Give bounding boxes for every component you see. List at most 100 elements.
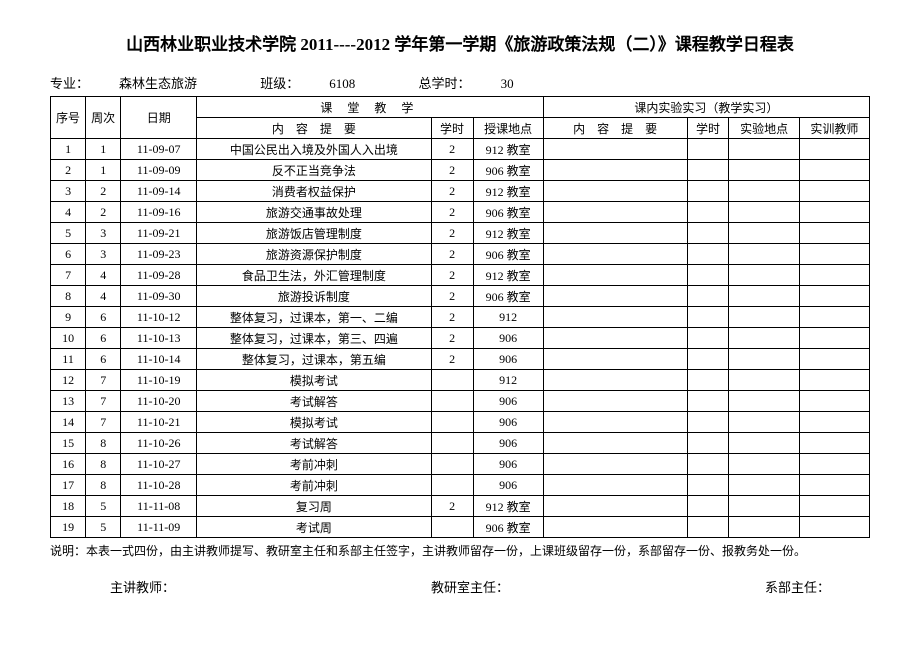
table-cell bbox=[543, 475, 687, 496]
table-row: 8411-09-30旅游投诉制度2906 教室 bbox=[51, 286, 870, 307]
table-cell: 6 bbox=[86, 349, 121, 370]
table-cell bbox=[729, 160, 799, 181]
table-cell bbox=[431, 433, 473, 454]
table-cell bbox=[687, 328, 729, 349]
table-cell: 2 bbox=[431, 286, 473, 307]
table-cell bbox=[543, 349, 687, 370]
table-cell: 2 bbox=[86, 202, 121, 223]
table-cell: 912 教室 bbox=[473, 265, 543, 286]
table-cell bbox=[729, 412, 799, 433]
table-cell bbox=[729, 139, 799, 160]
table-cell: 考试解答 bbox=[197, 433, 431, 454]
table-cell: 旅游交通事故处理 bbox=[197, 202, 431, 223]
table-cell: 912 教室 bbox=[473, 496, 543, 517]
table-cell: 13 bbox=[51, 391, 86, 412]
table-cell bbox=[729, 517, 799, 538]
page-title: 山西林业职业技术学院 2011----2012 学年第一学期《旅游政策法规（二）… bbox=[50, 30, 870, 55]
table-cell bbox=[543, 286, 687, 307]
header-place: 授课地点 bbox=[473, 118, 543, 139]
table-row: 12711-10-19模拟考试912 bbox=[51, 370, 870, 391]
table-cell bbox=[543, 181, 687, 202]
table-cell: 2 bbox=[431, 244, 473, 265]
table-cell: 11-09-07 bbox=[121, 139, 197, 160]
table-cell: 10 bbox=[51, 328, 86, 349]
table-cell bbox=[687, 433, 729, 454]
table-cell bbox=[687, 160, 729, 181]
table-cell: 11-09-09 bbox=[121, 160, 197, 181]
table-cell: 912 教室 bbox=[473, 223, 543, 244]
table-cell bbox=[799, 265, 869, 286]
table-cell bbox=[543, 328, 687, 349]
table-cell bbox=[799, 433, 869, 454]
table-cell: 11-10-21 bbox=[121, 412, 197, 433]
hours-value: 30 bbox=[501, 76, 514, 91]
table-cell bbox=[687, 370, 729, 391]
table-cell: 2 bbox=[431, 307, 473, 328]
table-cell: 11-10-20 bbox=[121, 391, 197, 412]
table-cell bbox=[729, 328, 799, 349]
sign-office: 教研室主任： bbox=[431, 577, 509, 596]
meta-row: 专业：森林生态旅游 班级：6108 总学时：30 bbox=[50, 73, 870, 92]
table-cell: 2 bbox=[431, 265, 473, 286]
table-cell bbox=[729, 475, 799, 496]
table-cell: 考前冲刺 bbox=[197, 454, 431, 475]
sign-teacher: 主讲教师： bbox=[110, 577, 175, 596]
table-row: 14711-10-21模拟考试906 bbox=[51, 412, 870, 433]
table-cell: 15 bbox=[51, 433, 86, 454]
class-label: 班级： bbox=[260, 76, 299, 91]
table-cell: 1 bbox=[51, 139, 86, 160]
table-cell: 11-10-27 bbox=[121, 454, 197, 475]
table-cell bbox=[799, 244, 869, 265]
table-cell bbox=[729, 265, 799, 286]
hours-label: 总学时： bbox=[419, 76, 471, 91]
table-cell: 11-10-14 bbox=[121, 349, 197, 370]
table-row: 10611-10-13整体复习，过课本，第三、四遍2906 bbox=[51, 328, 870, 349]
table-cell: 11-11-08 bbox=[121, 496, 197, 517]
table-cell bbox=[799, 391, 869, 412]
table-cell: 906 教室 bbox=[473, 286, 543, 307]
header-lab-hours: 学时 bbox=[687, 118, 729, 139]
table-cell: 11-11-09 bbox=[121, 517, 197, 538]
table-cell bbox=[687, 202, 729, 223]
table-cell: 整体复习，过课本，第五编 bbox=[197, 349, 431, 370]
table-cell bbox=[687, 412, 729, 433]
table-row: 7411-09-28食品卫生法，外汇管理制度2912 教室 bbox=[51, 265, 870, 286]
table-cell: 反不正当竞争法 bbox=[197, 160, 431, 181]
table-cell: 912 教室 bbox=[473, 181, 543, 202]
table-cell: 906 bbox=[473, 454, 543, 475]
table-cell: 8 bbox=[86, 433, 121, 454]
table-cell: 中国公民出入境及外国人入出境 bbox=[197, 139, 431, 160]
table-cell bbox=[431, 475, 473, 496]
table-cell bbox=[543, 244, 687, 265]
table-cell: 7 bbox=[86, 412, 121, 433]
table-cell bbox=[729, 223, 799, 244]
table-cell bbox=[799, 160, 869, 181]
table-cell: 5 bbox=[51, 223, 86, 244]
table-cell: 906 bbox=[473, 349, 543, 370]
header-lab: 课内实验实习（教学实习） bbox=[543, 97, 869, 118]
table-cell: 4 bbox=[86, 265, 121, 286]
table-cell: 906 教室 bbox=[473, 517, 543, 538]
table-cell: 旅游资源保护制度 bbox=[197, 244, 431, 265]
table-cell bbox=[687, 244, 729, 265]
header-hours: 学时 bbox=[431, 118, 473, 139]
table-cell: 906 bbox=[473, 433, 543, 454]
table-cell: 912 bbox=[473, 370, 543, 391]
table-cell bbox=[799, 475, 869, 496]
major-value: 森林生态旅游 bbox=[119, 76, 197, 91]
table-row: 16811-10-27考前冲刺906 bbox=[51, 454, 870, 475]
table-cell bbox=[799, 370, 869, 391]
table-cell bbox=[799, 517, 869, 538]
table-cell: 11-10-13 bbox=[121, 328, 197, 349]
header-seq: 序号 bbox=[51, 97, 86, 139]
table-cell: 6 bbox=[86, 328, 121, 349]
table-cell: 模拟考试 bbox=[197, 412, 431, 433]
table-cell bbox=[687, 517, 729, 538]
table-cell: 7 bbox=[86, 391, 121, 412]
table-cell bbox=[729, 454, 799, 475]
table-cell bbox=[687, 307, 729, 328]
table-cell bbox=[799, 181, 869, 202]
table-cell: 5 bbox=[86, 496, 121, 517]
table-cell: 17 bbox=[51, 475, 86, 496]
table-cell: 3 bbox=[51, 181, 86, 202]
